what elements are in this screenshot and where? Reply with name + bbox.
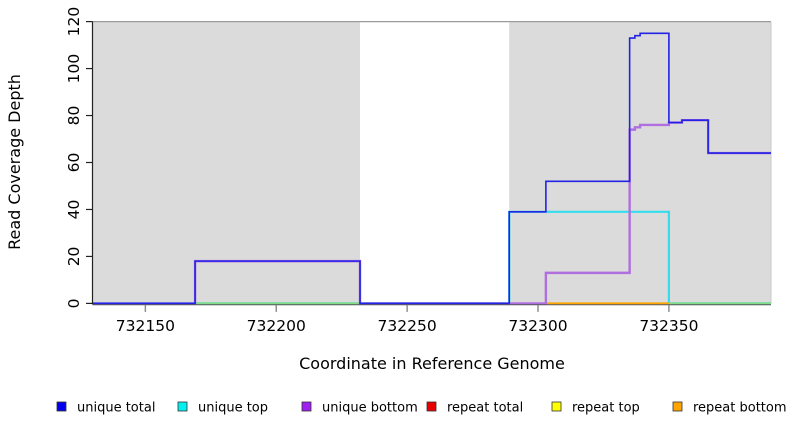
legend-item: repeat top	[551, 401, 640, 416]
legend-swatch-icon	[177, 401, 188, 412]
x-tick-label: 732300	[508, 317, 567, 335]
x-tick-label: 732350	[639, 317, 698, 335]
legend-label: unique top	[198, 401, 268, 416]
legend-swatch-icon	[672, 401, 683, 412]
x-axis-label: Coordinate in Reference Genome	[299, 354, 565, 373]
tick-labels: 0 20 40 60 80 100 120 732150 732200 732250 732300 7…	[65, 7, 698, 335]
legend-item: unique total	[56, 401, 155, 416]
y-tick-label: 120	[65, 7, 83, 37]
y-tick-label: 20	[65, 247, 83, 267]
repeat-region-rect	[509, 21, 771, 304]
legend-label: repeat bottom	[693, 401, 787, 416]
legend-swatch-icon	[301, 401, 312, 412]
x-tick-label: 732200	[247, 317, 306, 335]
y-tick-label: 80	[65, 106, 83, 126]
repeat-region-rect	[93, 21, 361, 304]
y-axis-label: Read Coverage Depth	[5, 74, 24, 250]
x-tick-label: 732150	[116, 317, 175, 335]
x-tick-label: 732250	[378, 317, 437, 335]
legend-item: repeat bottom	[672, 401, 787, 416]
legend: unique total unique top unique bottom repea…	[56, 401, 787, 416]
legend-item: unique top	[177, 401, 268, 416]
y-tick-label: 40	[65, 200, 83, 220]
y-tick-label: 100	[65, 54, 83, 84]
legend-label: unique total	[77, 401, 155, 416]
coverage-series-lines	[93, 32, 771, 305]
legend-swatch-icon	[426, 401, 437, 412]
axes	[86, 21, 771, 312]
legend-label: repeat top	[572, 401, 640, 416]
repeat-region-shading	[92, 20, 772, 304]
series-line-unique-total	[93, 32, 771, 305]
legend-label: repeat total	[447, 401, 523, 416]
y-tick-label: 60	[65, 153, 83, 173]
legend-item: unique bottom	[301, 401, 418, 416]
y-tick-label: 0	[65, 298, 83, 308]
legend-swatch-icon	[56, 401, 67, 412]
legend-label: unique bottom	[322, 401, 418, 416]
legend-item: repeat total	[426, 401, 523, 416]
legend-swatch-icon	[551, 401, 562, 412]
